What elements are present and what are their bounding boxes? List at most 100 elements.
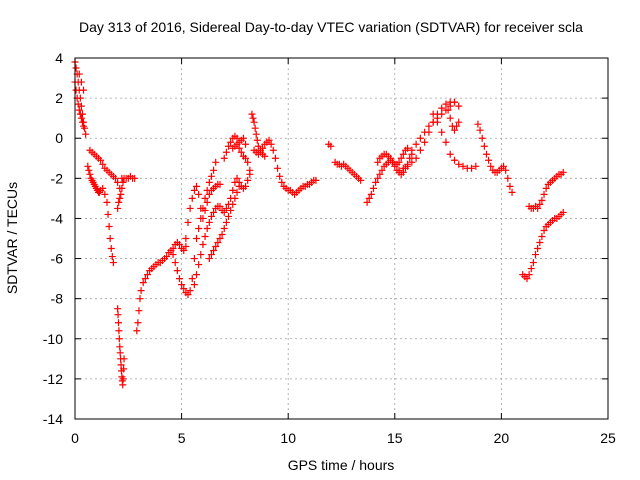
data-point-marker <box>212 243 220 251</box>
data-point-marker <box>205 255 213 263</box>
y-tick-label: -10 <box>43 331 63 347</box>
data-point-marker <box>190 255 198 263</box>
data-point-marker <box>438 104 446 112</box>
data-point-marker <box>559 168 567 176</box>
chart-title: Day 313 of 2016, Sidereal Day-to-day VTE… <box>79 19 583 35</box>
data-point-marker <box>438 128 446 136</box>
data-point-marker <box>416 146 424 154</box>
data-point-marker <box>131 174 139 182</box>
data-point-marker <box>527 265 535 273</box>
data-point-marker <box>108 253 116 261</box>
data-point-marker <box>442 100 450 108</box>
data-point-marker <box>136 295 144 303</box>
data-point-marker <box>227 138 235 146</box>
data-point-marker <box>163 253 171 261</box>
data-point-marker <box>182 235 190 242</box>
data-point-marker <box>271 154 279 162</box>
data-point-marker <box>77 78 85 86</box>
data-point-marker <box>75 70 83 78</box>
data-point-marker <box>444 106 452 114</box>
data-point-marker <box>119 375 127 383</box>
x-tick-label: 20 <box>494 430 510 446</box>
data-point-marker <box>480 142 488 150</box>
data-point-marker <box>261 152 269 160</box>
data-point-marker <box>116 194 124 202</box>
data-point-marker <box>105 222 113 230</box>
data-point-marker <box>482 150 490 158</box>
data-point-marker <box>369 184 377 192</box>
data-point-marker <box>231 194 239 202</box>
data-point-marker <box>218 230 226 238</box>
data-point-marker <box>205 218 213 226</box>
data-point-marker <box>421 138 429 146</box>
data-points <box>71 58 567 389</box>
data-point-marker <box>425 122 433 130</box>
data-point-marker <box>86 170 94 178</box>
data-point-marker <box>404 162 412 170</box>
data-point-marker <box>525 271 533 279</box>
data-point-marker <box>169 245 177 253</box>
y-tick-labels: -14 -12 -10 -8 -6 -4 -2 0 2 4 <box>43 50 63 427</box>
data-point-marker <box>225 212 233 220</box>
data-point-marker <box>395 166 403 174</box>
data-point-marker <box>312 176 320 184</box>
data-point-marker <box>135 307 143 315</box>
data-point-marker <box>453 122 461 130</box>
data-point-marker <box>84 162 92 170</box>
data-point-marker <box>233 188 241 196</box>
series-arc-n <box>220 132 250 162</box>
x-tick-label: 5 <box>178 430 186 446</box>
data-point-marker <box>99 184 107 192</box>
data-point-marker <box>103 198 111 206</box>
series-arc-p <box>233 170 254 192</box>
data-point-marker <box>77 114 85 122</box>
data-point-marker <box>114 204 122 212</box>
data-point-marker <box>399 164 407 172</box>
data-point-marker <box>186 204 194 212</box>
data-point-marker <box>476 126 484 134</box>
data-point-marker <box>101 190 109 198</box>
data-point-marker <box>214 239 222 247</box>
y-tick-label: -4 <box>51 210 64 226</box>
data-point-marker <box>478 134 486 142</box>
data-point-marker <box>117 361 125 369</box>
data-point-marker <box>216 235 224 242</box>
data-point-marker <box>534 245 542 253</box>
data-point-marker <box>201 194 209 202</box>
series-arc-l <box>190 178 239 289</box>
data-point-marker <box>180 285 188 293</box>
data-point-marker <box>408 146 416 154</box>
series-arc-b <box>71 78 88 130</box>
data-point-marker <box>429 110 437 118</box>
data-point-marker <box>404 144 412 152</box>
data-point-marker <box>225 142 233 150</box>
data-point-marker <box>197 251 205 259</box>
data-point-marker <box>114 305 122 313</box>
data-point-marker <box>446 150 454 158</box>
data-point-marker <box>233 134 241 142</box>
x-tick-label: 25 <box>600 430 616 446</box>
data-point-marker <box>143 271 151 279</box>
data-point-marker <box>244 158 252 166</box>
data-point-marker <box>118 184 126 192</box>
data-point-marker <box>474 120 482 128</box>
data-point-marker <box>250 118 258 126</box>
data-point-marker <box>487 162 495 170</box>
data-point-marker <box>188 275 196 283</box>
data-point-marker <box>175 241 183 249</box>
data-point-marker <box>220 208 228 216</box>
y-tick-label: 0 <box>55 130 63 146</box>
data-point-marker <box>97 156 105 164</box>
series-arc-aa <box>474 120 516 196</box>
data-point-marker <box>367 190 375 198</box>
data-point-marker <box>207 212 215 220</box>
data-point-marker <box>229 186 237 194</box>
data-point-marker <box>85 166 93 174</box>
data-point-marker <box>107 245 115 253</box>
data-point-marker <box>502 166 510 174</box>
data-point-marker <box>242 182 250 190</box>
data-point-marker <box>133 327 141 335</box>
data-point-marker <box>195 224 203 232</box>
data-point-marker <box>99 160 107 168</box>
data-point-marker <box>106 235 114 242</box>
